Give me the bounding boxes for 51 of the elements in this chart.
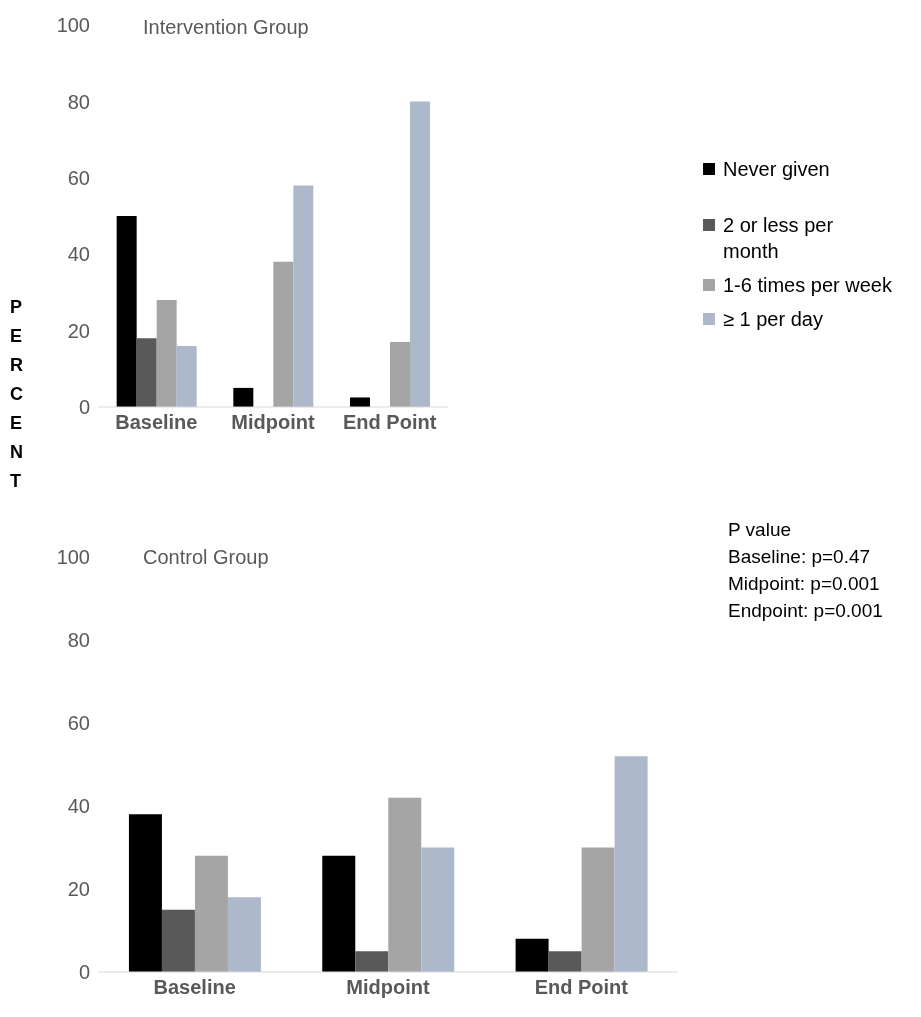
bar xyxy=(322,855,356,972)
y-tick-label: 100 xyxy=(56,14,90,37)
legend-label: Never given xyxy=(723,157,830,182)
y-tick-label: 40 xyxy=(67,243,90,266)
legend-label: ≥ 1 per day xyxy=(723,307,823,332)
y-tick-label: 20 xyxy=(67,319,90,342)
bar xyxy=(350,397,370,407)
bar xyxy=(581,847,615,972)
x-tick-label: End Point xyxy=(343,411,437,434)
bar xyxy=(293,185,314,407)
x-tick-label: End Point xyxy=(534,976,629,999)
bar xyxy=(355,951,389,972)
y-tick-label: 0 xyxy=(78,396,90,419)
bar xyxy=(116,216,137,407)
y-tick-label: 40 xyxy=(67,795,90,818)
bar xyxy=(273,261,294,407)
chart-title: Intervention Group xyxy=(143,16,309,39)
text: Endpoint: p=0.001 xyxy=(728,599,883,623)
bar xyxy=(194,855,228,972)
bar xyxy=(410,101,430,407)
y-tick-label: 80 xyxy=(67,90,90,113)
y-tick-label: 60 xyxy=(67,166,90,189)
bar xyxy=(156,300,177,407)
y-axis-title: PERCENT xyxy=(10,296,23,493)
bar xyxy=(614,756,648,972)
x-tick-label: Midpoint xyxy=(346,976,430,999)
bar xyxy=(388,797,422,972)
bar xyxy=(421,847,455,972)
bar xyxy=(548,951,582,972)
legend-label: 2 or less per month xyxy=(723,213,835,264)
x-tick-label: Midpoint xyxy=(231,411,315,434)
legend-label: 1-6 times per week xyxy=(723,273,892,298)
bar xyxy=(176,345,197,407)
x-tick-label: Baseline xyxy=(115,411,198,434)
x-tick-label: Baseline xyxy=(153,976,236,999)
text: Baseline: p=0.47 xyxy=(728,545,872,569)
bar xyxy=(227,897,261,972)
bar xyxy=(136,338,157,407)
chart-title: Control Group xyxy=(143,546,269,569)
bar xyxy=(128,814,162,972)
text: P value xyxy=(728,518,793,542)
text: Midpoint: p=0.001 xyxy=(728,572,881,596)
y-tick-label: 0 xyxy=(78,961,90,984)
y-tick-label: 100 xyxy=(56,546,90,569)
bar xyxy=(515,938,549,972)
y-tick-label: 60 xyxy=(67,712,90,735)
bar xyxy=(390,342,410,407)
bar xyxy=(233,387,254,407)
bar xyxy=(161,909,195,972)
y-tick-label: 20 xyxy=(67,878,90,901)
y-tick-label: 80 xyxy=(67,629,90,652)
